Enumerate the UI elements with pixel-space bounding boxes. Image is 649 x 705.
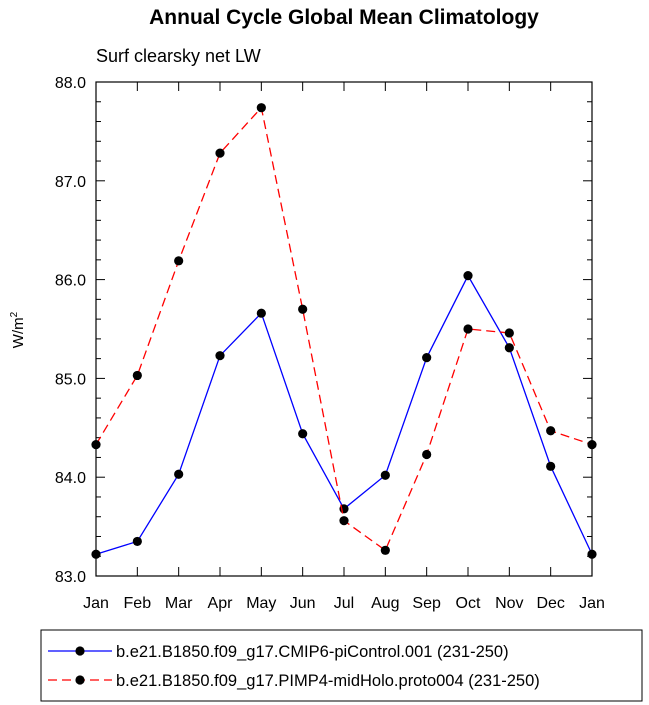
y-tick-label: 84.0 [55,470,86,487]
x-tick-label: Jan [579,595,605,612]
x-tick-labels: Jan Feb Mar Apr May Jun Jul Aug Sep Oct Nov Dec Jan [83,595,605,612]
series-1-point [504,343,514,353]
legend-label-1: b.e21.B1850.f09_g17.CMIP6-piControl.001 … [116,643,509,661]
series-2-point [298,304,308,314]
y-tick-label: 88.0 [55,75,86,92]
series-2-point [504,328,514,338]
legend-marker-2 [75,675,85,685]
series-1-point [215,351,225,361]
plot-ticks [95,81,593,577]
x-tick-label: Feb [124,595,152,612]
x-tick-label: Aug [371,595,399,612]
series-2-point [256,103,266,113]
chart-subtitle: Surf clearsky net LW [96,46,261,66]
x-tick-label: Jul [334,595,354,612]
series-2-point [546,426,556,436]
series-2-point [339,516,349,526]
x-tick-label: Jan [83,595,109,612]
legend: b.e21.B1850.f09_g17.CMIP6-piControl.001 … [40,629,643,702]
series-1-point [380,470,390,480]
x-tick-label: Dec [536,595,564,612]
plot-series [91,103,597,559]
series-1-point [422,353,432,363]
series-2-point [132,370,142,381]
x-tick-label: Oct [456,595,481,612]
y-tick-label: 86.0 [55,273,86,290]
y-axis-title-text: W/m [10,317,27,348]
series-2-point [463,324,473,334]
series-1-point [256,308,266,318]
legend-box [40,629,643,702]
series-1-point [298,429,308,439]
y-tick-labels: 83.0 84.0 85.0 86.0 87.0 88.0 [55,75,86,586]
series-2-point [174,256,184,266]
y-tick-label: 83.0 [55,569,86,586]
y-tick-label: 85.0 [55,371,86,388]
chart-title: Annual Cycle Global Mean Climatology [149,6,539,29]
series-1-point [174,469,184,479]
y-axis-title-superscript: 2 [9,311,20,317]
x-tick-label: Nov [495,595,523,612]
svg-text:W/m2: W/m2 [9,311,27,348]
x-tick-label: Apr [208,595,234,612]
series-2-point [215,148,225,158]
legend-label-2: b.e21.B1850.f09_g17.PIMP4-midHolo.proto0… [116,672,540,690]
series-1-point [132,536,142,547]
series-2-point [380,545,390,555]
plot-frame [95,81,593,577]
series-1-point [463,271,473,281]
x-tick-label: Mar [165,595,193,612]
series-2-point [422,449,432,460]
x-tick-label: Jun [290,595,316,612]
y-axis-title: W/m2 [9,311,27,348]
series-line-2 [95,106,593,552]
x-tick-label: Sep [412,595,441,612]
legend-marker-1 [75,646,85,656]
y-tick-label: 87.0 [55,174,86,191]
x-tick-label: May [246,595,276,612]
series-1-point [546,461,556,471]
